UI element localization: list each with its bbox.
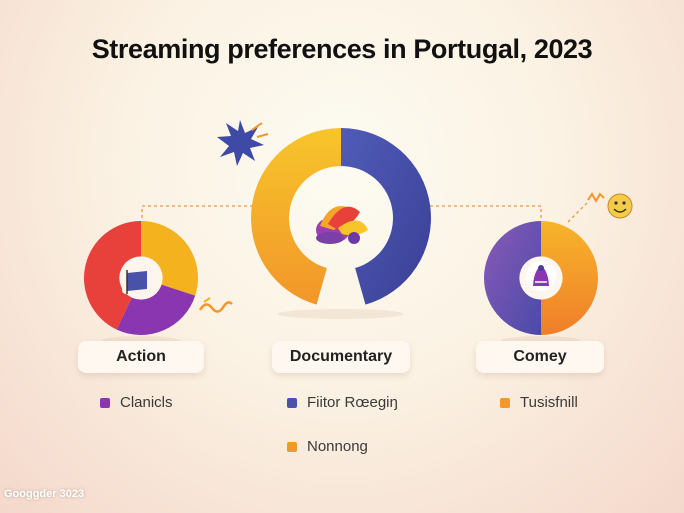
legend-item: Nonnong: [287, 438, 368, 455]
bird-icon: [526, 261, 556, 291]
flower-icon: [316, 206, 368, 244]
footer-credit: Googgder 3023: [4, 488, 85, 500]
pie-shadow: [278, 309, 404, 319]
pill-label-documentary: Documentary: [272, 341, 410, 373]
pie-slice: [251, 128, 341, 305]
connector-left: [141, 205, 252, 224]
legend-swatch: [100, 397, 110, 408]
pie-comey: [484, 221, 598, 346]
legend-label: Clanicls: [120, 394, 173, 411]
legend-swatch: [287, 441, 297, 452]
legend-swatch: [287, 397, 297, 408]
legend-label: Nonnong: [307, 438, 368, 455]
pie-slice: [541, 221, 598, 335]
pie-charts: [83, 128, 598, 346]
legend-item: Tusisfnill: [500, 394, 578, 411]
pie-slice: [83, 221, 141, 330]
squiggle-icon: [198, 297, 233, 313]
legend-item: Clanicls: [100, 394, 173, 411]
pill-label-comedy: Comey: [476, 341, 604, 373]
pie-documentary: [251, 128, 431, 319]
starburst-icon: [217, 120, 269, 166]
flag-icon: [122, 268, 152, 294]
connector-lines: [141, 201, 589, 224]
chart-title: Streaming preferences in Portugal, 2023: [91, 34, 593, 64]
legend-label: Fiitor Rœegiŋ: [307, 394, 398, 411]
legend-item: Fiitor Rœegiŋ: [287, 394, 398, 411]
legend-label: Tusisfnill: [520, 394, 578, 411]
pie-slice: [484, 221, 541, 335]
pill-label-action: Action: [78, 341, 204, 373]
legend-swatch: [500, 397, 510, 408]
smiley-icon: [587, 192, 633, 219]
connector-right-deco: [567, 201, 589, 223]
pie-slice: [341, 128, 431, 305]
connector-right: [430, 205, 542, 224]
